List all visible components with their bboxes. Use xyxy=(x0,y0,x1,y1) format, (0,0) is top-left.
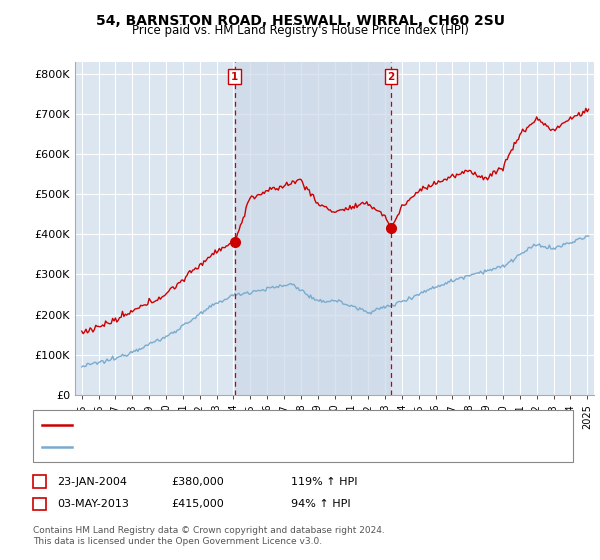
Text: HPI: Average price, detached house, Wirral: HPI: Average price, detached house, Wirr… xyxy=(76,442,300,452)
Text: 54, BARNSTON ROAD, HESWALL, WIRRAL, CH60 2SU (detached house): 54, BARNSTON ROAD, HESWALL, WIRRAL, CH60… xyxy=(76,419,444,430)
Text: 2: 2 xyxy=(36,499,43,509)
Text: Contains HM Land Registry data © Crown copyright and database right 2024.
This d: Contains HM Land Registry data © Crown c… xyxy=(33,526,385,546)
Text: 03-MAY-2013: 03-MAY-2013 xyxy=(57,499,129,509)
Text: 23-JAN-2004: 23-JAN-2004 xyxy=(57,477,127,487)
Text: 1: 1 xyxy=(36,477,43,487)
Bar xyxy=(235,62,391,395)
Text: 94% ↑ HPI: 94% ↑ HPI xyxy=(291,499,350,509)
Text: 1: 1 xyxy=(231,72,238,82)
Text: Price paid vs. HM Land Registry's House Price Index (HPI): Price paid vs. HM Land Registry's House … xyxy=(131,24,469,37)
Text: 54, BARNSTON ROAD, HESWALL, WIRRAL, CH60 2SU: 54, BARNSTON ROAD, HESWALL, WIRRAL, CH60… xyxy=(95,14,505,28)
Text: £380,000: £380,000 xyxy=(171,477,224,487)
Text: £415,000: £415,000 xyxy=(171,499,224,509)
Text: 119% ↑ HPI: 119% ↑ HPI xyxy=(291,477,358,487)
Text: 2: 2 xyxy=(387,72,394,82)
